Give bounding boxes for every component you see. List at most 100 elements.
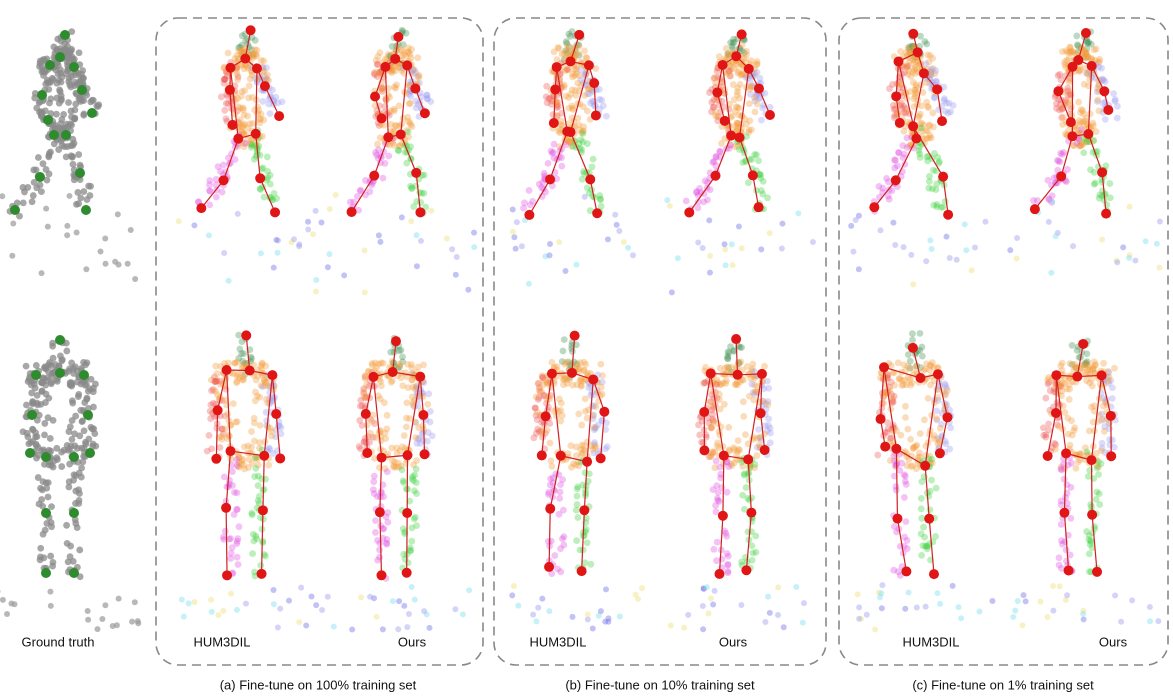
cloud-point — [24, 430, 31, 437]
joint — [920, 461, 930, 471]
joint — [891, 91, 901, 101]
joint — [908, 343, 918, 353]
joint — [77, 85, 87, 95]
ground-point — [546, 608, 552, 614]
cloud-point — [380, 493, 387, 500]
cloud-point — [582, 395, 589, 402]
cloud-point — [399, 466, 406, 473]
joint — [589, 78, 599, 88]
ground-point — [598, 608, 604, 614]
joint — [211, 454, 221, 464]
ground-point — [722, 241, 728, 247]
ground-point — [367, 594, 373, 600]
cloud-point — [717, 365, 724, 372]
cloud-point — [712, 108, 719, 115]
cloud-point — [569, 348, 576, 355]
ground-point — [449, 246, 455, 252]
ground-point — [296, 619, 302, 625]
joint — [221, 503, 231, 513]
cloud-point — [267, 425, 274, 432]
cloud-point — [729, 113, 736, 120]
cloud-point — [724, 489, 731, 496]
cloud-point — [42, 107, 49, 114]
cloud-point — [1092, 180, 1099, 187]
cloud-point — [245, 94, 252, 101]
cloud-point — [1086, 550, 1093, 557]
cloud-point — [742, 431, 749, 438]
cloud-point — [547, 481, 554, 488]
ground-point — [681, 625, 687, 631]
ground-point — [1147, 618, 1153, 624]
ground-point — [762, 619, 768, 625]
ground-point — [901, 244, 907, 250]
joint — [924, 514, 934, 524]
ground-point — [710, 602, 716, 608]
cloud-point — [1091, 46, 1098, 53]
joint — [267, 370, 277, 380]
cloud-point — [68, 359, 75, 366]
cloud-point — [41, 461, 48, 468]
cloud-point — [703, 432, 710, 439]
cloud-point — [372, 529, 379, 536]
cloud-point — [530, 434, 537, 441]
cloud-point — [584, 140, 591, 147]
ground-point — [325, 594, 331, 600]
cloud-point — [724, 550, 731, 557]
skeleton-bone — [263, 456, 264, 511]
ground-point — [45, 224, 51, 230]
cloud-point — [753, 151, 760, 158]
column-label: HUM3DIL — [902, 634, 959, 649]
joint — [362, 448, 372, 458]
joint — [49, 130, 59, 140]
joint — [556, 451, 566, 461]
cloud-point — [725, 348, 732, 355]
joint — [1059, 508, 1069, 518]
ground-point — [408, 218, 414, 224]
cloud-point — [741, 470, 748, 477]
ground-point — [923, 258, 929, 264]
ground-point — [310, 231, 316, 237]
ground-point — [758, 246, 764, 252]
joint — [391, 336, 401, 346]
cloud-point — [49, 563, 56, 570]
cloud-point — [707, 424, 714, 431]
cloud-point — [36, 501, 43, 508]
cloud-point — [263, 417, 270, 424]
cloud-point — [48, 379, 55, 386]
cloud-point — [717, 464, 724, 471]
ground-point — [526, 281, 532, 287]
cloud-point — [743, 484, 750, 491]
joint — [737, 29, 747, 39]
ground-point — [892, 242, 898, 248]
column-label: Ours — [719, 634, 748, 649]
ground-point — [800, 620, 806, 626]
cloud-point — [413, 466, 420, 473]
joint — [260, 81, 270, 91]
cloud-point — [89, 97, 96, 104]
cloud-point — [48, 503, 55, 510]
joint — [222, 570, 232, 580]
cloud-point — [932, 533, 939, 540]
ground-point — [209, 609, 215, 615]
ground-point — [273, 237, 279, 243]
joint — [932, 84, 942, 94]
cloud-point — [47, 79, 54, 86]
cloud-point — [920, 524, 927, 531]
cloud-point — [576, 72, 583, 79]
joint — [41, 452, 51, 462]
cloud-point — [897, 432, 904, 439]
ground-point — [1154, 241, 1160, 247]
cloud-point — [874, 452, 881, 459]
ground-point — [989, 598, 995, 604]
cloud-point — [212, 378, 219, 385]
cloud-point — [392, 68, 399, 75]
ground-point — [186, 600, 192, 606]
cloud-point — [391, 108, 398, 115]
ground-point — [923, 604, 929, 610]
cloud-point — [50, 464, 57, 471]
cloud-point — [756, 434, 763, 441]
joint — [746, 508, 756, 518]
cloud-point — [918, 552, 925, 559]
cloud-point — [224, 483, 231, 490]
ground-point — [414, 263, 420, 269]
